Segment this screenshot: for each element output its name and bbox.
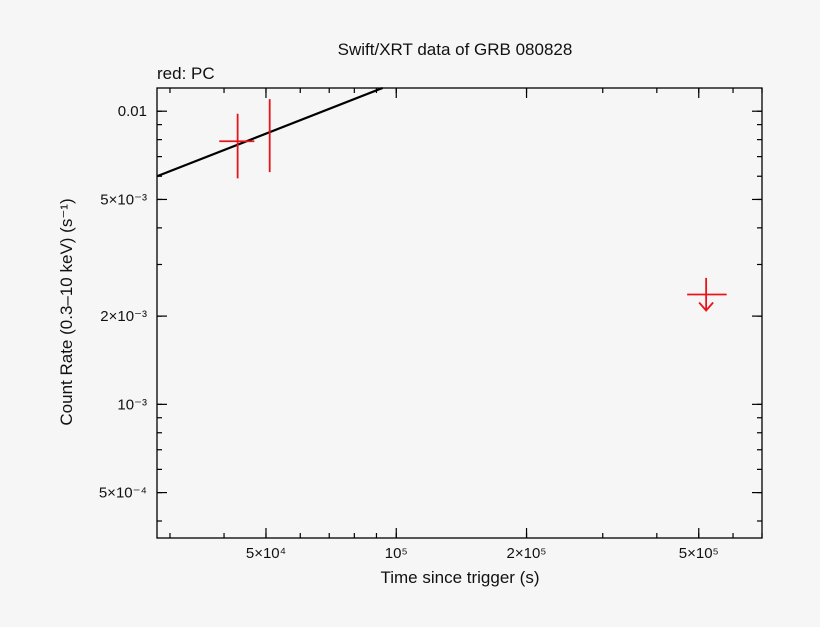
y-tick-label: 10⁻³ (117, 396, 147, 413)
x-tick-label: 5×10⁴ (246, 545, 286, 562)
x-tick-label: 2×10⁵ (507, 545, 547, 562)
y-tick-label: 0.01 (118, 103, 147, 120)
upper-limit-arrowhead (698, 301, 714, 312)
y-tick-label: 5×10⁻³ (100, 191, 147, 208)
chart-subtitle: red: PC (157, 64, 215, 83)
chart-title: Swift/XRT data of GRB 080828 (338, 40, 573, 59)
x-tick-label: 10⁵ (385, 545, 408, 562)
x-axis-label: Time since trigger (s) (380, 568, 539, 587)
y-tick-label: 5×10⁻⁴ (99, 485, 147, 502)
plot-frame (156, 87, 763, 539)
y-tick-label: 2×10⁻³ (100, 308, 147, 325)
x-tick-label: 5×10⁵ (679, 545, 719, 562)
y-axis-label: Count Rate (0.3–10 keV) (s⁻¹) (57, 198, 76, 425)
